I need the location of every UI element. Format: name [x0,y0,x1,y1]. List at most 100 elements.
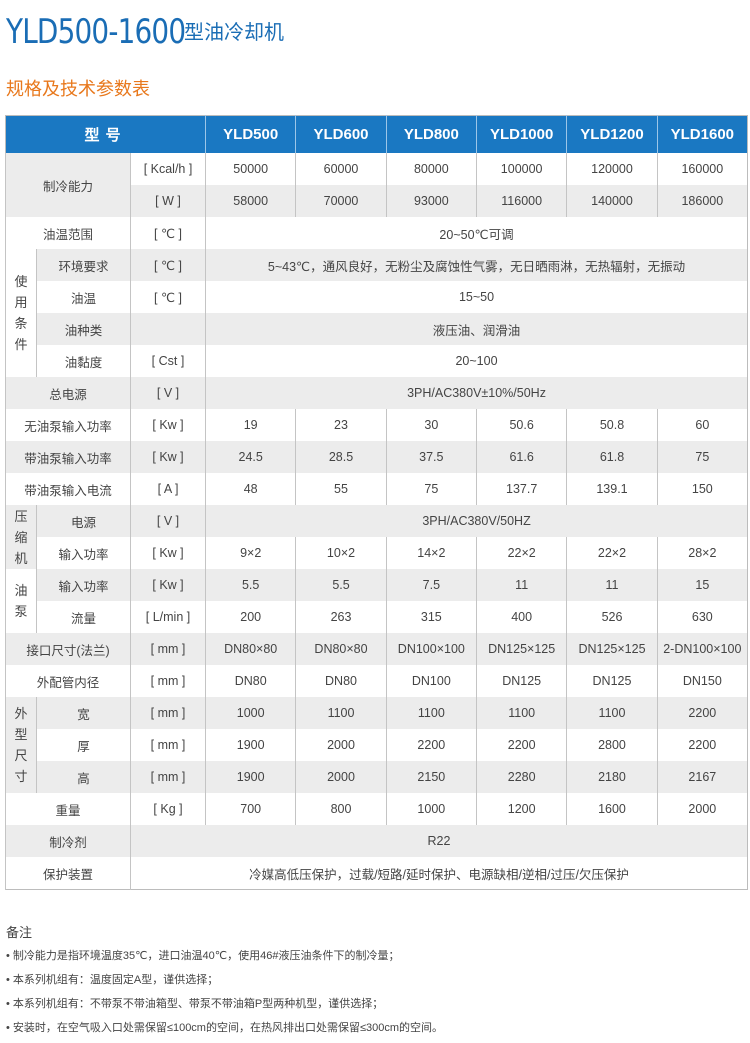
value-cell: DN125×125 [475,633,567,665]
row-label: 油黏度 [36,345,131,377]
value-cell: 2167 [656,761,748,793]
group-cell: 压缩机 [5,505,37,569]
note-item: 安装时，在空气吸入口处需保留≤100cm的空间，在热风排出口处需保留≤300cm… [6,1019,443,1035]
value-cell: 2280 [475,761,567,793]
value-cell: 24.5 [205,441,296,473]
value-cell: 2150 [385,761,477,793]
header-model: YLD1000 [475,115,567,153]
table-row: 厚[ mm ] 1900 2000 2200 2200 2800 2200 [6,729,748,761]
value-cell: 液压油、润滑油 [205,313,748,345]
value-cell: 5.5 [205,569,296,601]
unit-cell: [ mm ] [129,729,206,761]
value-cell: DN125×125 [566,633,658,665]
unit-cell: [ Kg ] [129,793,206,825]
spec-table: 型号 YLD500 YLD600 YLD800 YLD1000 YLD1200 YLD16… [5,115,748,890]
table-row: 输入功率[ Kw ] 9×2 10×2 14×2 22×2 22×2 28×2 [6,537,748,569]
value-cell: 1200 [475,793,567,825]
table-row: 油温范围[ ℃ ] 20~50℃可调 [5,217,748,249]
value-cell: 3PH/AC380V/50HZ [205,505,748,537]
value-cell: 263 [295,601,387,633]
value-cell: 120000 [566,153,658,185]
row-label: 油温范围 [5,217,131,249]
value-cell: 1600 [566,793,658,825]
value-cell: 800 [295,793,387,825]
table-row: 带油泵输入功率[ Kw ] 24.5 28.5 37.5 61.6 61.8 75 [5,441,748,473]
value-cell: 1100 [475,697,567,729]
table-row: 制冷剂 R22 [5,825,748,857]
group-cell: 外型尺寸 [5,697,37,793]
row-label: 总电源 [5,377,131,409]
value-cell: 60000 [295,153,387,185]
value-cell: DN80 [295,665,387,697]
group-label: 外型尺寸 [14,706,28,784]
row-label: 输入功率 [36,537,131,569]
note-item: 本系列机组有：不带泵不带油箱型、带泵不带油箱P型两种机型，谨供选择； [6,995,443,1011]
value-cell: 50.6 [475,409,567,441]
row-label: 无油泵输入功率 [5,409,131,441]
unit-cell: [ Kw ] [129,409,206,441]
unit-cell: [ mm ] [129,761,206,793]
value-cell: DN100×100 [385,633,477,665]
value-cell: 20~100 [205,345,748,377]
note-item: 本系列机组有：温度固定A型，谨供选择； [6,971,443,987]
value-cell: 30 [385,409,477,441]
table-row: 制冷能力[ Kcal/h ] 50000 60000 80000 100000 12000… [5,153,748,217]
row-label: 接口尺寸(法兰) [5,633,131,665]
value-cell: 61.8 [566,441,658,473]
value-cell: 80000 [385,153,477,185]
value-cell: 2200 [475,729,567,761]
unit-cell: [ Kw ] [129,569,206,601]
unit-cell: [ mm ] [129,633,206,665]
row-label: 重量 [5,793,131,825]
value-cell: 37.5 [385,441,477,473]
value-cell: 630 [656,601,748,633]
table-row: 保护装置 冷媒高低压保护，过载/短路/延时保护、电源缺相/逆相/过压/欠压保护 [5,857,748,890]
group-cell: 使用条件 [5,249,37,377]
row-label: 制冷剂 [5,825,131,857]
table-row: 无油泵输入功率[ Kw ] 19 23 30 50.6 50.8 60 [5,409,748,441]
value-cell: 23 [295,409,387,441]
product-type: 型油冷却机 [184,22,284,44]
header-model: YLD1600 [656,115,748,153]
row-label: 高 [36,761,131,793]
value-cell: 11 [566,569,658,601]
table-row: 油泵 输入功率[ Kw ] 5.5 5.5 7.5 11 11 15 [5,569,748,633]
value-cell: 2200 [656,729,748,761]
value-cell: DN80×80 [295,633,387,665]
value-cell: 150 [656,473,748,505]
row-label: 厚 [36,729,131,761]
value-cell: 15 [656,569,748,601]
value-cell: 1900 [205,761,296,793]
value-cell: 315 [385,601,477,633]
notes: 备注 制冷能力是指环境温度35℃，进口油温40℃，使用46#液压油条件下的制冷量… [6,922,443,1043]
value-cell: 140000 [566,185,658,217]
table-row: 接口尺寸(法兰)[ mm ] DN80×80 DN80×80 DN100×100 DN1… [5,633,748,665]
value-cell: 28.5 [295,441,387,473]
value-cell: 58000 [205,185,296,217]
table-row: 油黏度[ Cst ] 20~100 [6,345,748,377]
value-cell: 55 [295,473,387,505]
value-cell: 1100 [385,697,477,729]
unit-cell: [ Kw ] [129,537,206,569]
value-cell: 2000 [295,729,387,761]
unit-cell: [ W ] [129,185,206,217]
section-title: 规格及技术参数表 [6,79,150,99]
value-cell: 93000 [385,185,477,217]
value-cell: 200 [205,601,296,633]
value-cell: 5~43℃，通风良好，无粉尘及腐蚀性气雾，无日晒雨淋，无热辐射，无振动 [205,249,748,281]
table-row: 高[ mm ] 1900 2000 2150 2280 2180 2167 [6,761,748,793]
value-cell: 28×2 [656,537,748,569]
value-cell: 186000 [656,185,748,217]
value-cell: 2180 [566,761,658,793]
value-cell: 11 [475,569,567,601]
group-label: 油泵 [14,583,28,619]
table-row: 外型尺寸宽[ mm ] 1000 1100 1100 1100 1100 2200 [5,697,748,793]
value-cell: DN80×80 [205,633,296,665]
value-cell: 160000 [656,153,748,185]
value-cell: 116000 [475,185,567,217]
value-cell: 75 [656,441,748,473]
row-label: 宽 [36,697,131,729]
value-cell: 10×2 [295,537,387,569]
value-cell: 48 [205,473,296,505]
value-cell: DN80 [205,665,296,697]
